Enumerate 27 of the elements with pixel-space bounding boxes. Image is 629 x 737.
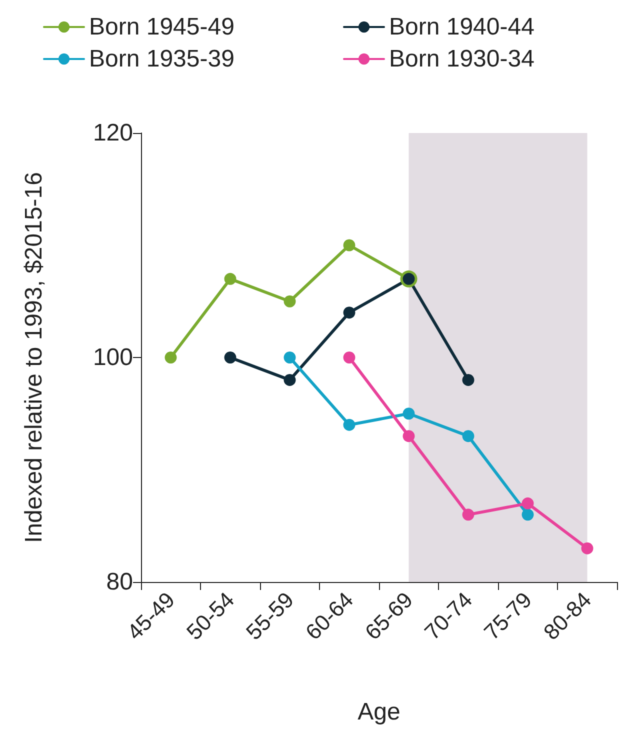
point [343, 306, 356, 319]
y-tick-label: 120 [92, 120, 133, 146]
point [164, 352, 177, 364]
point [522, 497, 534, 510]
legend-label: Born 1930-34 [389, 46, 534, 72]
y-tick-label: 100 [92, 344, 133, 371]
point [284, 295, 296, 308]
point [343, 239, 356, 252]
legend-label: Born 1945-49 [89, 14, 234, 40]
y-axis-title: Indexed relative to 1993, $2015-16 [20, 172, 48, 543]
point [284, 352, 296, 364]
point [402, 408, 415, 420]
legend-label: Born 1935-39 [89, 46, 234, 72]
point [462, 508, 474, 521]
point [224, 352, 236, 364]
x-axis-title: Age [358, 698, 400, 726]
point [343, 352, 356, 364]
point [462, 430, 474, 442]
point [284, 374, 296, 386]
point [343, 418, 356, 431]
point [462, 374, 474, 386]
y-tick-label: 80 [106, 568, 133, 596]
point [402, 430, 415, 442]
point [581, 542, 594, 554]
point [522, 508, 534, 521]
legend-label: Born 1940-44 [389, 14, 534, 40]
point [224, 272, 236, 285]
